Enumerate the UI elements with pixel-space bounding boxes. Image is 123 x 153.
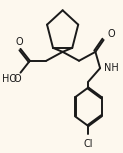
Text: Cl: Cl	[84, 140, 93, 149]
Text: O: O	[107, 28, 115, 39]
Text: NH: NH	[104, 63, 118, 73]
Text: HO: HO	[2, 74, 17, 84]
Text: O: O	[13, 74, 21, 84]
Text: O: O	[15, 37, 23, 47]
